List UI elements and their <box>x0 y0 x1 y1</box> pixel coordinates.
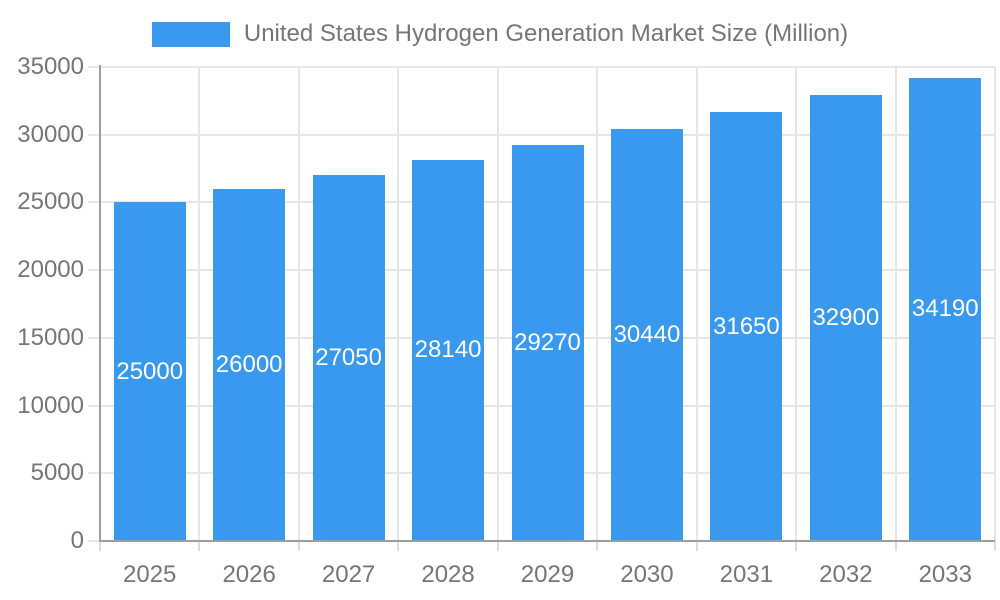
x-axis-category-label: 2032 <box>819 561 873 588</box>
bar[interactable] <box>610 128 683 541</box>
legend-swatch-icon <box>151 21 230 47</box>
x-axis-tick <box>994 542 996 551</box>
x-grid-line <box>795 67 798 541</box>
x-axis-tick <box>198 542 201 551</box>
x-axis-tick <box>795 542 798 551</box>
x-grid-line <box>496 67 499 541</box>
y-grid-line <box>88 66 995 68</box>
bar-value-label: 29270 <box>514 328 581 356</box>
x-axis-tick <box>496 542 499 551</box>
bar-value-label: 28140 <box>414 336 482 364</box>
x-axis-tick <box>596 542 599 551</box>
bar-value-label: 31650 <box>713 312 780 340</box>
bar-value-label: 30440 <box>613 320 681 348</box>
bar[interactable] <box>909 77 982 541</box>
x-axis-tick <box>297 542 300 551</box>
x-grid-line <box>297 67 300 541</box>
y-axis-tick-label: 15000 <box>17 323 84 351</box>
y-axis-tick-label: 35000 <box>17 53 84 80</box>
x-grid-line <box>894 67 897 541</box>
x-axis-category-label: 2026 <box>222 561 276 588</box>
bar[interactable] <box>412 159 485 541</box>
x-grid-line <box>994 67 996 541</box>
x-axis-tick <box>894 542 897 551</box>
y-axis-tick-label: 25000 <box>17 188 84 216</box>
x-axis-tick <box>99 542 101 551</box>
x-axis-category-label: 2029 <box>520 561 575 588</box>
x-axis-category-label: 2033 <box>918 561 972 588</box>
x-axis-tick <box>397 542 400 551</box>
y-axis-tick-label: 20000 <box>17 256 84 284</box>
bar[interactable] <box>213 188 286 541</box>
bar-value-label: 32900 <box>812 304 880 332</box>
x-grid-line <box>695 67 698 541</box>
bar[interactable] <box>113 202 186 541</box>
bar-value-label: 27050 <box>315 343 382 371</box>
x-axis-category-label: 2030 <box>620 561 674 588</box>
legend-series-label: United States Hydrogen Generation Market… <box>243 20 849 47</box>
bar[interactable] <box>511 144 584 541</box>
y-axis-tick-label: 5000 <box>30 459 84 487</box>
y-axis-tick-label: 0 <box>70 527 84 554</box>
y-axis-line <box>99 65 101 541</box>
bar[interactable] <box>710 112 783 541</box>
y-axis-tick-label: 30000 <box>17 120 84 148</box>
x-axis-category-label: 2028 <box>421 561 475 588</box>
bar-value-label: 25000 <box>116 357 184 385</box>
bar[interactable] <box>312 174 385 541</box>
x-grid-line <box>596 67 599 541</box>
x-grid-line <box>397 67 400 541</box>
bar-value-label: 26000 <box>215 350 283 378</box>
y-axis-tick-label: 10000 <box>17 391 84 419</box>
bar-value-label: 34190 <box>911 295 979 323</box>
x-axis-category-label: 2027 <box>321 561 376 588</box>
legend[interactable]: United States Hydrogen Generation Market… <box>0 20 1000 48</box>
x-axis-category-label: 2031 <box>719 561 774 588</box>
bar[interactable] <box>809 95 882 541</box>
x-axis-line <box>99 540 995 542</box>
x-axis-tick <box>695 542 698 551</box>
y-grid-line <box>88 133 995 136</box>
x-grid-line <box>198 67 201 541</box>
x-axis-category-label: 2025 <box>123 561 177 588</box>
